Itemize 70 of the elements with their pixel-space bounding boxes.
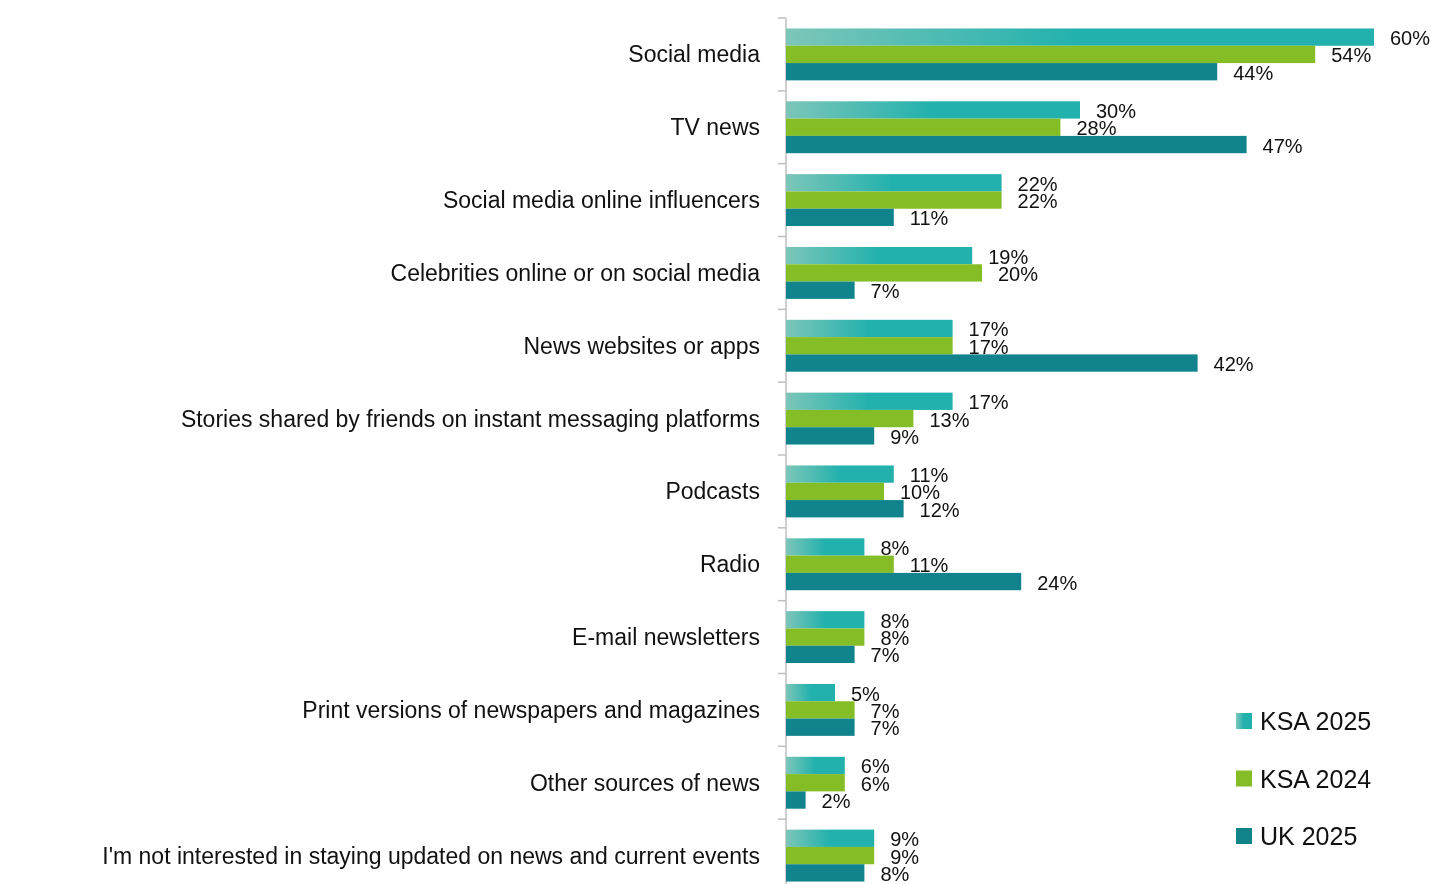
data-label: 9% (890, 425, 920, 448)
data-label: 19% (988, 245, 1029, 268)
data-label: 7% (870, 644, 900, 667)
bar (786, 28, 1374, 46)
data-label: 42% (1213, 353, 1254, 376)
data-label: 17% (968, 391, 1009, 414)
y-tick-label: Podcasts (665, 478, 760, 505)
bar (786, 208, 894, 227)
y-tick-label: TV news (670, 114, 760, 141)
data-label: 8% (880, 536, 910, 559)
bar (786, 756, 845, 775)
data-label: 60% (1390, 27, 1430, 50)
bar (786, 319, 953, 338)
y-tick-label: Celebrities online or on social media (390, 259, 761, 286)
bar (786, 683, 835, 702)
bar (786, 555, 894, 573)
bar (786, 791, 806, 809)
bar (786, 427, 875, 445)
bar (786, 409, 914, 428)
bar (786, 628, 865, 646)
data-label: 54% (1331, 44, 1372, 67)
bar (786, 482, 884, 501)
legend-label: KSA 2024 (1260, 764, 1372, 793)
bar (786, 63, 1218, 81)
y-tick-label: I'm not interested in staying updated on news and current events (102, 842, 760, 869)
data-label: 7% (870, 280, 900, 303)
data-label: 5% (851, 682, 881, 705)
bar (786, 864, 865, 882)
data-label: 8% (880, 609, 910, 632)
bar (786, 701, 855, 719)
bar (786, 101, 1080, 119)
bar (786, 718, 855, 736)
data-label: 2% (821, 790, 851, 813)
bar (786, 774, 845, 792)
legend-label: KSA 2025 (1260, 707, 1372, 735)
bar (786, 337, 953, 355)
bar (786, 246, 973, 265)
bar (786, 538, 865, 556)
y-tick-label: Print versions of newspapers and magazines (302, 696, 760, 723)
bar (786, 118, 1061, 136)
data-label: 13% (929, 408, 970, 431)
data-label: 11% (909, 207, 949, 230)
bar (786, 264, 982, 282)
bar (786, 174, 1002, 192)
y-tick-label: News websites or apps (523, 332, 760, 359)
y-tick-label: Stories shared by friends on instant messaging platforms (180, 405, 760, 432)
bar (786, 829, 875, 847)
data-label: 11% (909, 554, 949, 577)
bar (786, 572, 1022, 591)
bar (786, 354, 1198, 372)
bar (786, 645, 855, 664)
legend-label: UK 2025 (1260, 822, 1358, 850)
bar (786, 135, 1247, 154)
y-tick-label: Other sources of news (529, 769, 760, 796)
data-label: 24% (1037, 571, 1078, 594)
y-tick-label: Social media (628, 41, 761, 68)
data-label: 44% (1233, 61, 1274, 84)
y-tick-label: E-mail newsletters (572, 624, 760, 651)
bar (786, 45, 1316, 64)
y-tick-label: Social media online influencers (442, 187, 760, 214)
bar (786, 191, 1002, 209)
bar (786, 281, 855, 299)
bar (786, 465, 894, 483)
bar (786, 611, 865, 629)
bar (786, 392, 953, 410)
data-label: 47% (1262, 134, 1303, 157)
data-label: 7% (870, 717, 900, 740)
bar (786, 846, 875, 865)
y-tick-label: Radio (699, 551, 760, 578)
bar (786, 500, 904, 518)
